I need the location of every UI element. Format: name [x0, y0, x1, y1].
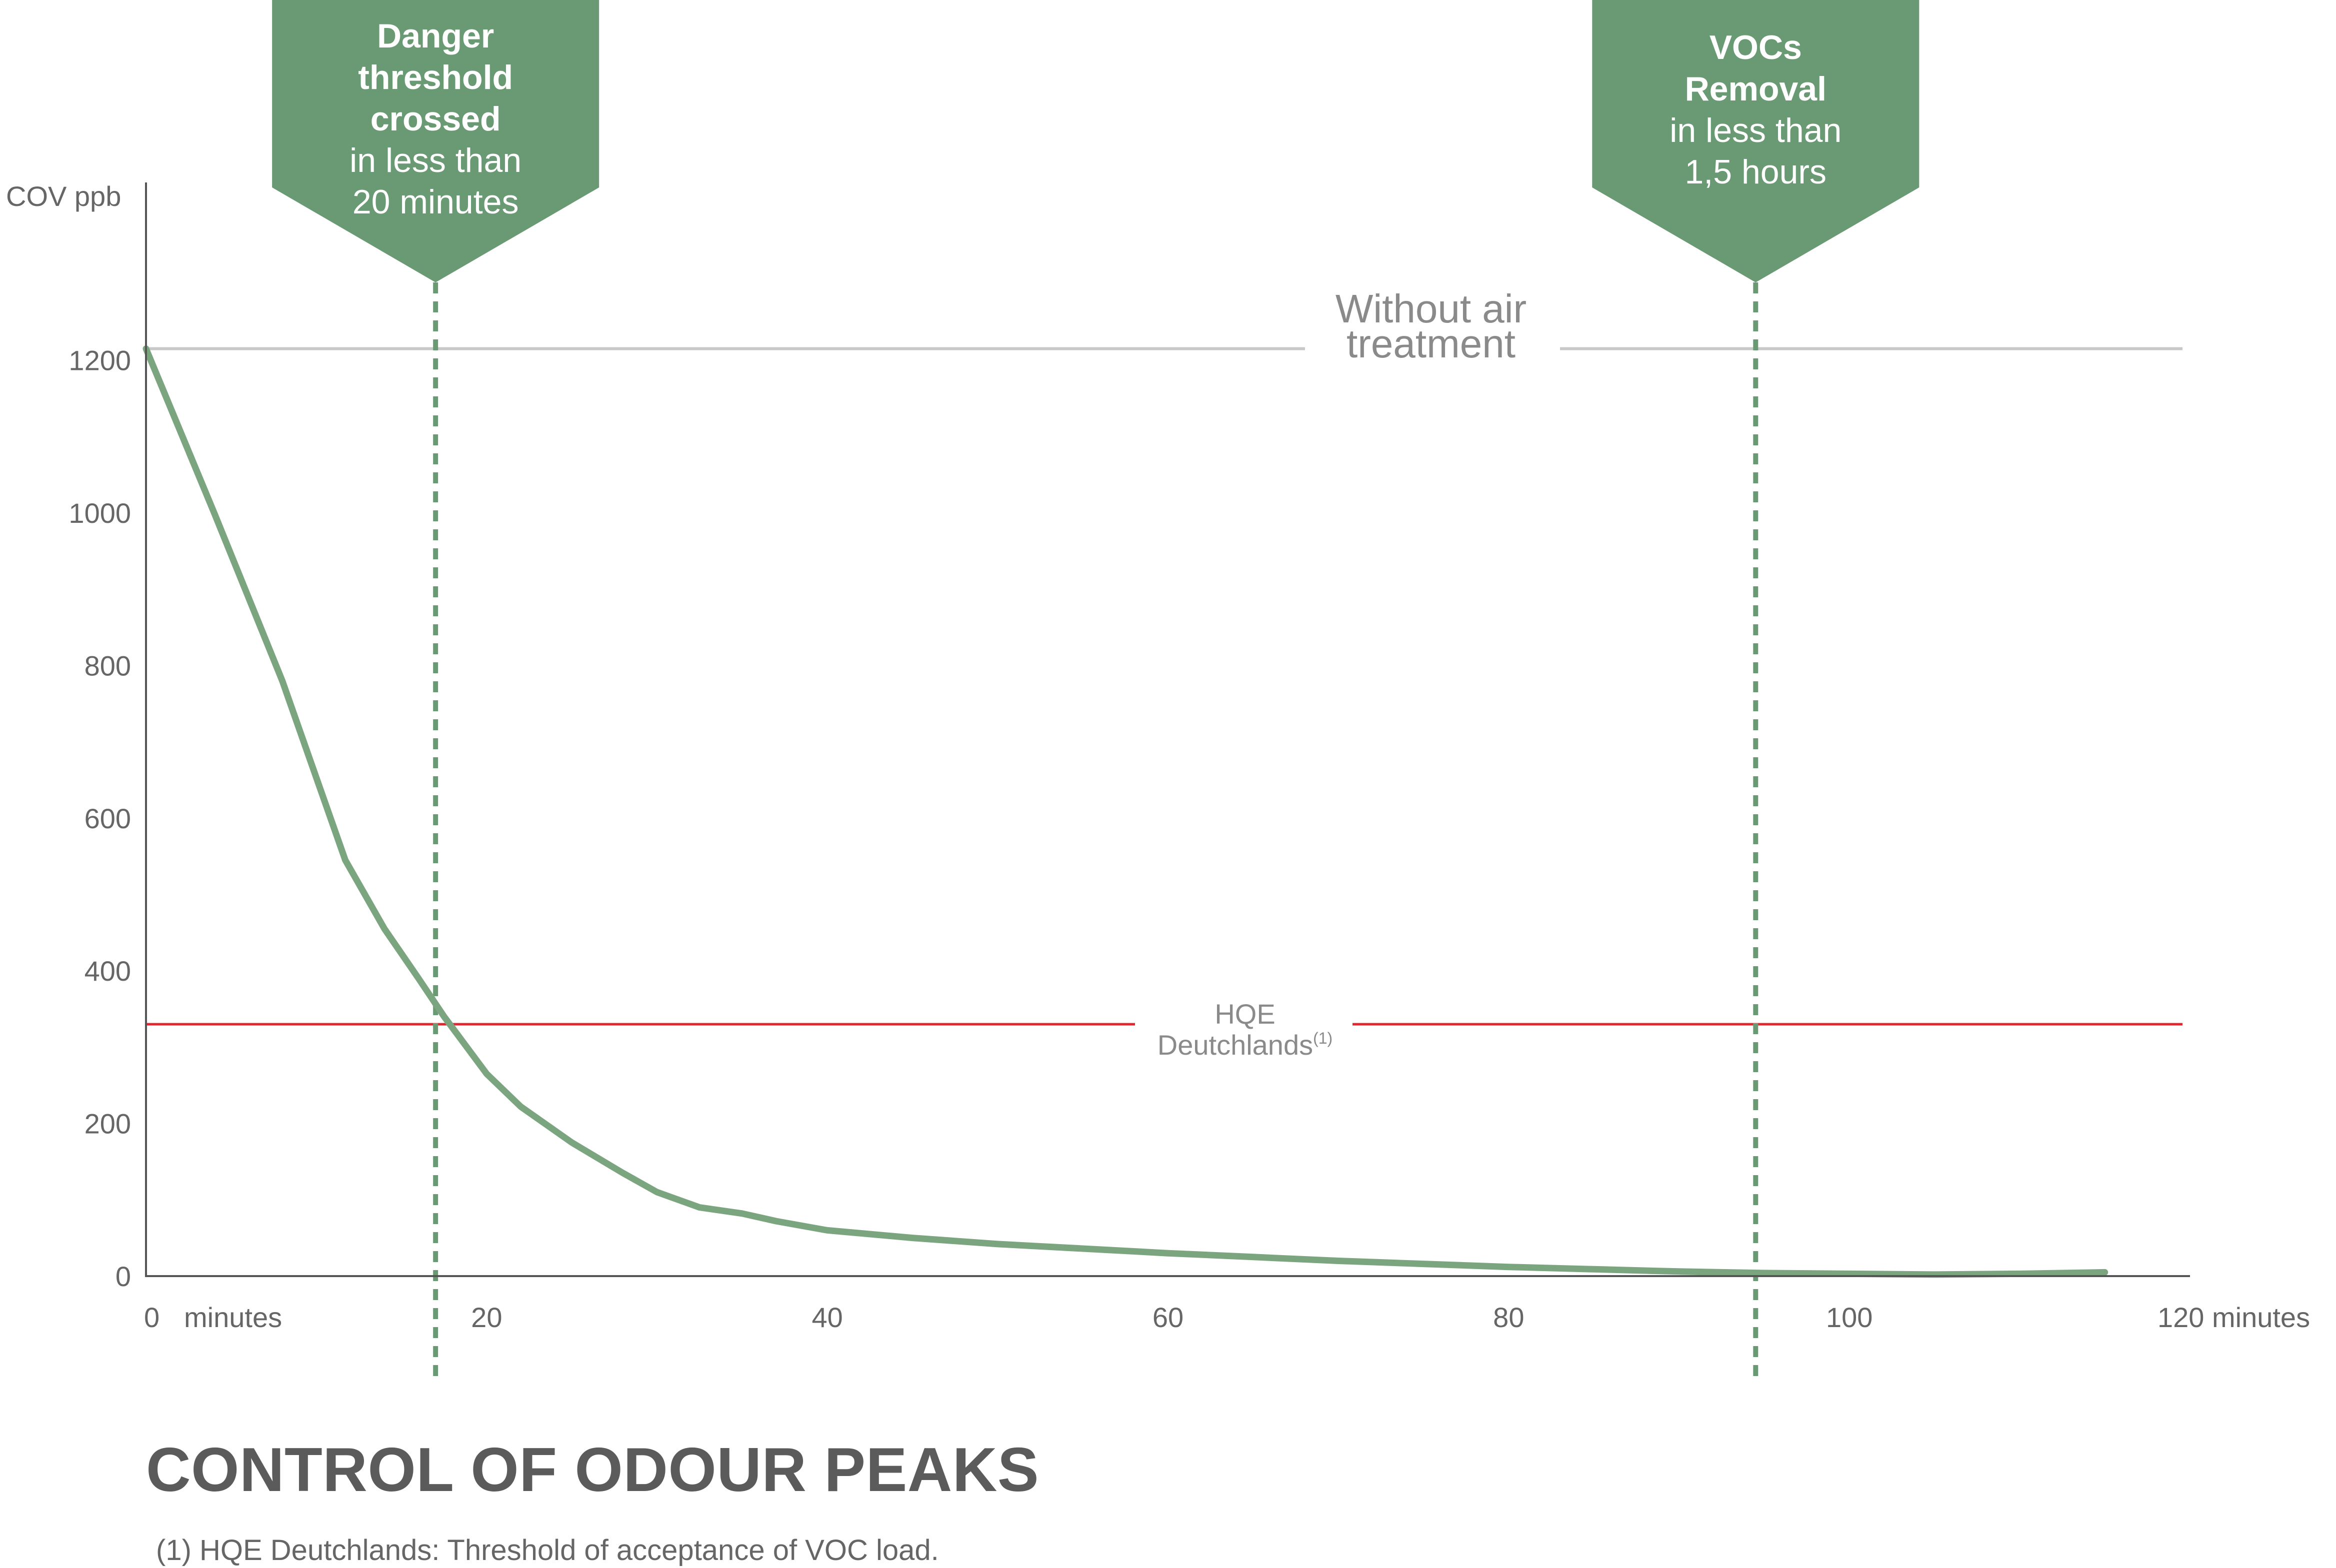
x-tick-label: 100 — [1826, 1302, 1872, 1333]
callout-detail-line: 20 minutes — [352, 183, 519, 221]
hqe-label-line2: Deutchlands(1) — [1158, 1029, 1332, 1061]
callout-heading-line: crossed — [370, 100, 501, 138]
reference-lines — [146, 347, 2182, 1026]
series — [142, 345, 2108, 1278]
x-axis-label-start: minutes — [184, 1302, 282, 1333]
callout-banner — [1592, 0, 1920, 282]
x-tick-label: 120 minutes — [2158, 1302, 2310, 1333]
callout-detail-line: in less than — [350, 141, 522, 179]
callout-heading-line: Danger — [377, 17, 494, 55]
x-tick-label: 60 — [1152, 1302, 1184, 1333]
x-tick-label: 0 — [144, 1302, 160, 1333]
callout-heading-line: VOCs — [1710, 28, 1802, 66]
marker-lines — [433, 282, 1758, 1382]
callout-detail-line: in less than — [1670, 111, 1842, 149]
y-tick-label: 400 — [84, 955, 131, 987]
hqe-footnote-marker: (1) — [1313, 1029, 1332, 1047]
without-treatment-label-line1: Without air — [1336, 286, 1526, 331]
y-tick-label: 1000 — [68, 497, 131, 529]
hqe-label-text: Deutchlands — [1158, 1029, 1313, 1061]
x-tick-label: 20 — [471, 1302, 502, 1333]
page-title: CONTROL OF ODOUR PEAKS — [146, 1436, 1040, 1505]
x-tick-label: 40 — [812, 1302, 843, 1333]
footnote: (1) HQE Deutchlands: Threshold of accept… — [156, 1534, 939, 1567]
callout-detail-line: 1,5 hours — [1685, 153, 1827, 191]
hqe-label-line1: HQE — [1214, 998, 1275, 1030]
y-axis-label: COV ppb — [6, 180, 121, 212]
tick-labels: 0 200 400 600 800 1000 1200 0 20 40 60 80 100 120 min… — [68, 345, 2310, 1333]
x-tick-label: 80 — [1493, 1302, 1524, 1333]
axes: COV ppb minutes — [6, 180, 2190, 1333]
reference-labels: Without air treatment HQE Deutchlands(1) — [1158, 286, 1526, 1061]
x-axis-label-end: minutes — [2204, 1302, 2310, 1333]
y-tick-label: 600 — [84, 803, 131, 834]
y-tick-label: 1200 — [68, 345, 131, 376]
callout-banner — [272, 0, 600, 282]
callout-heading-line: threshold — [358, 58, 513, 96]
series-line — [142, 345, 2108, 1278]
callout-heading-line: Removal — [1685, 70, 1826, 108]
y-tick-label: 800 — [84, 650, 131, 681]
y-tick-label: 200 — [84, 1108, 131, 1140]
y-tick-label: 0 — [116, 1261, 131, 1292]
without-treatment-label-line2: treatment — [1346, 321, 1516, 366]
